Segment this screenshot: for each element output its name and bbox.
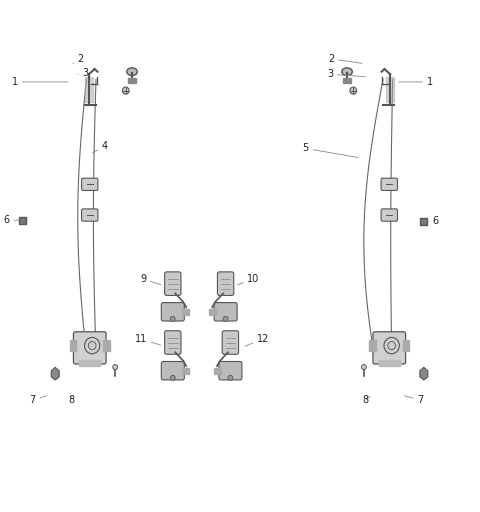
Text: 8: 8 bbox=[68, 395, 74, 406]
Text: 3: 3 bbox=[327, 69, 365, 79]
Circle shape bbox=[113, 365, 118, 370]
Text: 12: 12 bbox=[245, 334, 269, 346]
Bar bbox=[214, 368, 221, 374]
Circle shape bbox=[361, 365, 366, 370]
Bar bbox=[420, 218, 427, 225]
Bar bbox=[103, 340, 110, 351]
Text: 7: 7 bbox=[29, 395, 47, 406]
FancyBboxPatch shape bbox=[381, 209, 397, 221]
FancyBboxPatch shape bbox=[82, 209, 98, 221]
FancyBboxPatch shape bbox=[222, 331, 239, 354]
Text: 5: 5 bbox=[302, 143, 358, 158]
Circle shape bbox=[388, 342, 396, 350]
FancyBboxPatch shape bbox=[73, 332, 106, 364]
Text: 3: 3 bbox=[78, 68, 88, 78]
Text: 4: 4 bbox=[93, 141, 108, 153]
FancyBboxPatch shape bbox=[165, 331, 181, 354]
Text: 1: 1 bbox=[399, 77, 432, 87]
FancyBboxPatch shape bbox=[214, 303, 237, 321]
Bar bbox=[128, 78, 136, 83]
Polygon shape bbox=[420, 368, 428, 380]
FancyBboxPatch shape bbox=[373, 332, 406, 364]
Text: 6: 6 bbox=[421, 216, 439, 226]
FancyBboxPatch shape bbox=[161, 303, 184, 321]
Bar bbox=[182, 309, 189, 315]
Polygon shape bbox=[386, 77, 394, 102]
FancyBboxPatch shape bbox=[161, 361, 184, 380]
Text: 2: 2 bbox=[328, 54, 362, 64]
Polygon shape bbox=[51, 368, 59, 380]
Circle shape bbox=[350, 87, 357, 94]
Text: 11: 11 bbox=[134, 334, 161, 345]
Circle shape bbox=[122, 87, 129, 94]
FancyBboxPatch shape bbox=[219, 361, 242, 380]
Bar bbox=[19, 217, 26, 224]
Circle shape bbox=[88, 342, 96, 350]
Text: 1: 1 bbox=[12, 77, 68, 87]
Bar bbox=[182, 368, 189, 374]
Bar bbox=[369, 340, 376, 351]
Bar bbox=[403, 340, 409, 351]
Circle shape bbox=[170, 316, 175, 322]
Text: 8: 8 bbox=[363, 395, 370, 406]
Ellipse shape bbox=[127, 68, 137, 75]
Bar bbox=[343, 78, 351, 83]
Ellipse shape bbox=[342, 68, 352, 75]
Text: 9: 9 bbox=[140, 274, 161, 285]
FancyBboxPatch shape bbox=[82, 178, 98, 190]
Text: 10: 10 bbox=[238, 274, 260, 285]
Circle shape bbox=[228, 375, 233, 380]
Text: 2: 2 bbox=[73, 54, 84, 64]
Bar bbox=[79, 360, 100, 366]
Bar bbox=[379, 360, 400, 366]
Circle shape bbox=[170, 375, 175, 380]
Polygon shape bbox=[85, 77, 93, 102]
FancyBboxPatch shape bbox=[165, 272, 181, 295]
FancyBboxPatch shape bbox=[217, 272, 234, 295]
FancyBboxPatch shape bbox=[381, 178, 397, 190]
Bar bbox=[70, 340, 76, 351]
Bar bbox=[209, 309, 216, 315]
Text: 7: 7 bbox=[405, 395, 423, 406]
Circle shape bbox=[223, 316, 228, 322]
Text: 6: 6 bbox=[4, 215, 19, 225]
